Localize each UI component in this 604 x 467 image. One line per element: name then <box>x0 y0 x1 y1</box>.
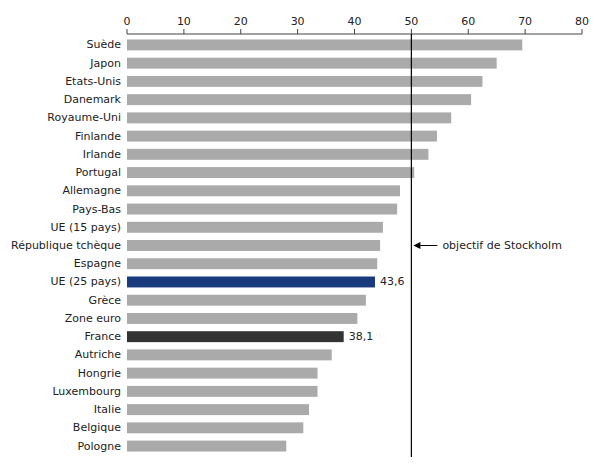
tick-label: 10 <box>177 15 191 28</box>
category-label: Finlande <box>75 130 121 143</box>
y-axis: Pologne Belgique Italie Luxembourg Hongrie Au… <box>11 38 122 452</box>
category-label: Portugal <box>75 166 121 179</box>
category-label: Belgique <box>73 421 121 434</box>
chart: 0 10 20 30 40 50 60 70 80 Pologne Belgique Italie Lu… <box>0 0 604 467</box>
tick-mark <box>127 29 128 34</box>
reference-lines: objectif de Stockholm <box>411 34 562 457</box>
tick-mark <box>183 29 184 34</box>
bar <box>127 368 318 379</box>
category-label: Espagne <box>74 257 121 270</box>
bar <box>127 149 428 160</box>
bar <box>127 222 383 233</box>
category-label: Allemagne <box>62 184 121 197</box>
tick-mark <box>525 29 526 34</box>
bar <box>127 185 400 196</box>
data-labels: 38,1 43,6 <box>349 275 405 343</box>
bar <box>127 39 522 50</box>
bar <box>127 386 318 397</box>
bar <box>127 131 437 142</box>
category-label: Pologne <box>78 440 122 453</box>
bar <box>127 204 397 215</box>
bar <box>127 167 414 178</box>
reference-line <box>411 34 412 457</box>
tick-mark <box>297 29 298 34</box>
x-axis: 0 10 20 30 40 50 60 70 80 <box>124 15 590 34</box>
tick-label: 40 <box>348 15 362 28</box>
bar <box>127 276 375 287</box>
category-label: Italie <box>94 403 121 416</box>
bar <box>127 258 377 269</box>
tick-label: 70 <box>518 15 532 28</box>
bar <box>127 58 497 69</box>
category-label: UE (25 pays) <box>50 275 121 288</box>
bar <box>127 349 332 360</box>
tick-mark <box>240 29 241 34</box>
bar <box>127 76 482 87</box>
category-label: Hongrie <box>78 367 122 380</box>
category-label: Etats-Unis <box>65 75 121 88</box>
tick-label: 0 <box>124 15 131 28</box>
category-label: Royaume-Uni <box>47 111 121 124</box>
bar <box>127 404 309 415</box>
category-label: Autriche <box>75 348 121 361</box>
tick-mark <box>411 29 412 34</box>
bar <box>127 331 344 342</box>
category-label: Irlande <box>83 148 122 161</box>
category-label: Danemark <box>64 93 122 106</box>
category-label: Luxembourg <box>52 385 121 398</box>
data-label: 38,1 <box>349 330 374 343</box>
tick-label: 80 <box>575 15 589 28</box>
category-label: France <box>84 330 121 343</box>
bar <box>127 441 286 452</box>
background <box>0 0 604 467</box>
category-label: République tchèque <box>11 239 121 252</box>
bar <box>127 112 451 123</box>
category-label: Zone euro <box>65 312 122 325</box>
category-label: Japon <box>89 57 121 70</box>
tick-label: 30 <box>291 15 305 28</box>
tick-mark <box>354 29 355 34</box>
arrow-shaft <box>418 245 437 246</box>
arrow-head <box>413 242 420 249</box>
bar <box>127 313 357 324</box>
bar <box>127 240 380 251</box>
bar <box>127 94 471 105</box>
category-label: Grèce <box>89 294 122 307</box>
tick-mark <box>468 29 469 34</box>
tick-mark <box>582 29 583 34</box>
category-label: Suède <box>87 38 122 51</box>
category-label: UE (15 pays) <box>50 221 121 234</box>
reference-label: objectif de Stockholm <box>442 239 562 252</box>
data-label: 43,6 <box>380 275 405 288</box>
bar <box>127 422 303 433</box>
tick-label: 20 <box>234 15 248 28</box>
category-label: Pays-Bas <box>72 203 121 216</box>
bar <box>127 295 366 306</box>
tick-label: 60 <box>461 15 475 28</box>
tick-label: 50 <box>404 15 418 28</box>
